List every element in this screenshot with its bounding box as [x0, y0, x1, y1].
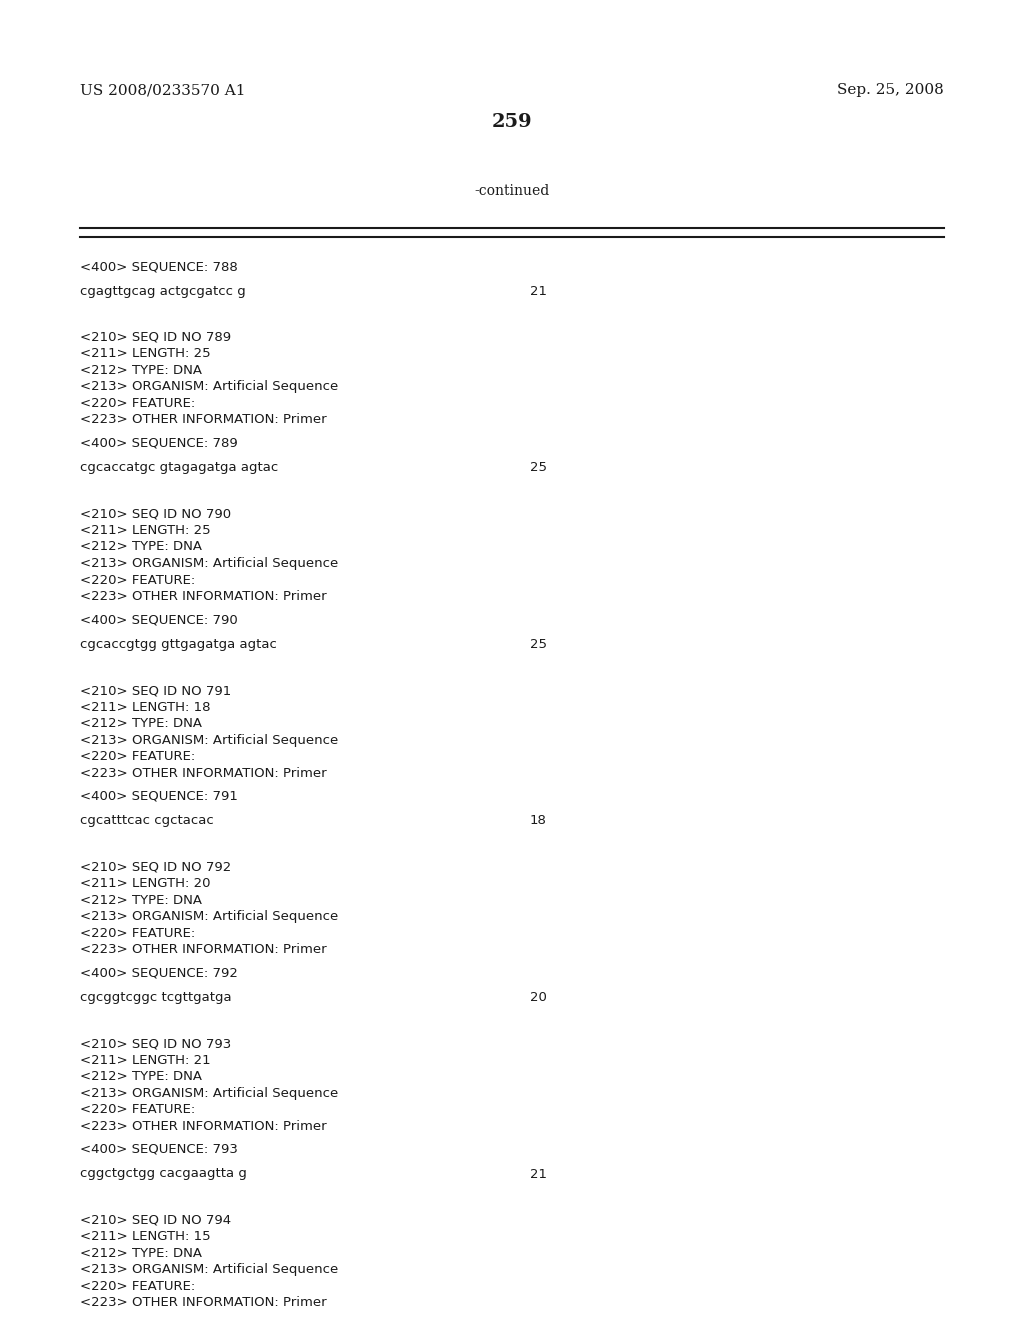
Text: <223> OTHER INFORMATION: Primer: <223> OTHER INFORMATION: Primer [80, 767, 327, 780]
Text: cggctgctgg cacgaagtta g: cggctgctgg cacgaagtta g [80, 1167, 247, 1180]
Text: cgagttgcag actgcgatcc g: cgagttgcag actgcgatcc g [80, 285, 246, 298]
Text: <210> SEQ ID NO 789: <210> SEQ ID NO 789 [80, 331, 231, 345]
Text: 21: 21 [530, 285, 547, 298]
Text: <210> SEQ ID NO 791: <210> SEQ ID NO 791 [80, 684, 231, 697]
Text: <400> SEQUENCE: 792: <400> SEQUENCE: 792 [80, 966, 238, 979]
Text: 25: 25 [530, 638, 547, 651]
Text: <210> SEQ ID NO 793: <210> SEQ ID NO 793 [80, 1038, 231, 1051]
Text: <220> FEATURE:: <220> FEATURE: [80, 1279, 196, 1292]
Text: <223> OTHER INFORMATION: Primer: <223> OTHER INFORMATION: Primer [80, 413, 327, 426]
Text: <211> LENGTH: 15: <211> LENGTH: 15 [80, 1230, 211, 1243]
Text: <400> SEQUENCE: 789: <400> SEQUENCE: 789 [80, 437, 238, 450]
Text: <213> ORGANISM: Artificial Sequence: <213> ORGANISM: Artificial Sequence [80, 1263, 338, 1276]
Text: <400> SEQUENCE: 788: <400> SEQUENCE: 788 [80, 260, 238, 273]
Text: <223> OTHER INFORMATION: Primer: <223> OTHER INFORMATION: Primer [80, 1119, 327, 1133]
Text: 259: 259 [492, 114, 532, 131]
Text: <220> FEATURE:: <220> FEATURE: [80, 1104, 196, 1117]
Text: <210> SEQ ID NO 792: <210> SEQ ID NO 792 [80, 861, 231, 874]
Text: <212> TYPE: DNA: <212> TYPE: DNA [80, 894, 202, 907]
Text: <212> TYPE: DNA: <212> TYPE: DNA [80, 364, 202, 378]
Text: <212> TYPE: DNA: <212> TYPE: DNA [80, 1246, 202, 1259]
Text: <223> OTHER INFORMATION: Primer: <223> OTHER INFORMATION: Primer [80, 590, 327, 603]
Text: <213> ORGANISM: Artificial Sequence: <213> ORGANISM: Artificial Sequence [80, 909, 338, 923]
Text: <220> FEATURE:: <220> FEATURE: [80, 927, 196, 940]
Text: 21: 21 [530, 1167, 547, 1180]
Text: <220> FEATURE:: <220> FEATURE: [80, 397, 196, 411]
Text: <210> SEQ ID NO 794: <210> SEQ ID NO 794 [80, 1213, 231, 1226]
Text: <212> TYPE: DNA: <212> TYPE: DNA [80, 717, 202, 730]
Text: cgcaccgtgg gttgagatga agtac: cgcaccgtgg gttgagatga agtac [80, 638, 276, 651]
Text: 18: 18 [530, 814, 547, 828]
Text: -continued: -continued [474, 183, 550, 198]
Text: US 2008/0233570 A1: US 2008/0233570 A1 [80, 83, 246, 96]
Text: <211> LENGTH: 20: <211> LENGTH: 20 [80, 876, 211, 890]
Text: <210> SEQ ID NO 790: <210> SEQ ID NO 790 [80, 507, 231, 520]
Text: <213> ORGANISM: Artificial Sequence: <213> ORGANISM: Artificial Sequence [80, 557, 338, 570]
Text: <223> OTHER INFORMATION: Primer: <223> OTHER INFORMATION: Primer [80, 1296, 327, 1309]
Text: <220> FEATURE:: <220> FEATURE: [80, 750, 196, 763]
Text: <211> LENGTH: 21: <211> LENGTH: 21 [80, 1053, 211, 1067]
Text: <220> FEATURE:: <220> FEATURE: [80, 573, 196, 586]
Text: <211> LENGTH: 18: <211> LENGTH: 18 [80, 701, 211, 714]
Text: <211> LENGTH: 25: <211> LENGTH: 25 [80, 347, 211, 360]
Text: <400> SEQUENCE: 791: <400> SEQUENCE: 791 [80, 789, 238, 803]
Text: Sep. 25, 2008: Sep. 25, 2008 [838, 83, 944, 96]
Text: <212> TYPE: DNA: <212> TYPE: DNA [80, 540, 202, 553]
Text: cgcaccatgc gtagagatga agtac: cgcaccatgc gtagagatga agtac [80, 461, 279, 474]
Text: cgcatttcac cgctacac: cgcatttcac cgctacac [80, 814, 214, 828]
Text: 25: 25 [530, 461, 547, 474]
Text: <213> ORGANISM: Artificial Sequence: <213> ORGANISM: Artificial Sequence [80, 734, 338, 747]
Text: <400> SEQUENCE: 790: <400> SEQUENCE: 790 [80, 612, 238, 626]
Text: <211> LENGTH: 25: <211> LENGTH: 25 [80, 524, 211, 537]
Text: <213> ORGANISM: Artificial Sequence: <213> ORGANISM: Artificial Sequence [80, 380, 338, 393]
Text: <212> TYPE: DNA: <212> TYPE: DNA [80, 1071, 202, 1084]
Text: <213> ORGANISM: Artificial Sequence: <213> ORGANISM: Artificial Sequence [80, 1086, 338, 1100]
Text: <223> OTHER INFORMATION: Primer: <223> OTHER INFORMATION: Primer [80, 942, 327, 956]
Text: <400> SEQUENCE: 793: <400> SEQUENCE: 793 [80, 1143, 238, 1156]
Text: 20: 20 [530, 991, 547, 1005]
Text: cgcggtcggc tcgttgatga: cgcggtcggc tcgttgatga [80, 991, 231, 1005]
